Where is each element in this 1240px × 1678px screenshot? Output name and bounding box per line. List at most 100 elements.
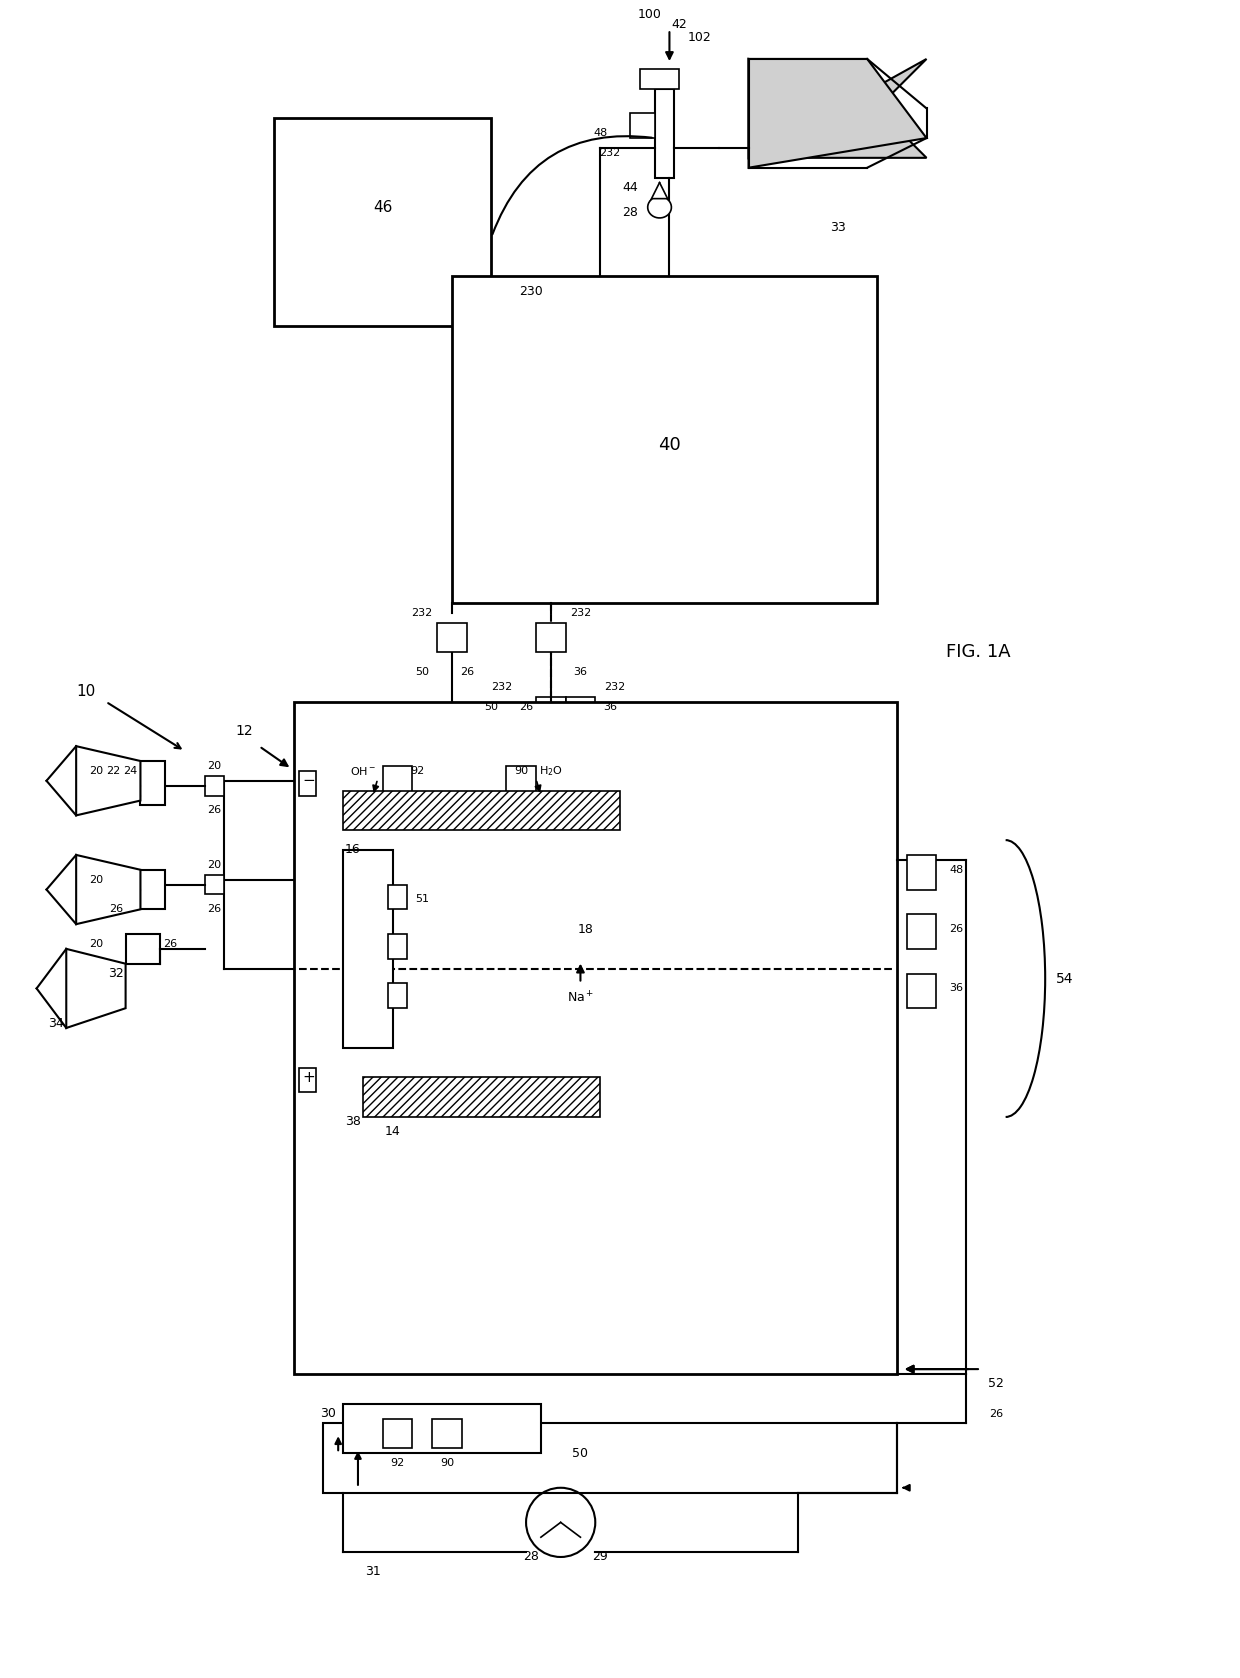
- Text: 52: 52: [988, 1378, 1003, 1391]
- Text: 38: 38: [345, 1116, 361, 1128]
- Bar: [140, 869, 165, 909]
- Text: 26: 26: [988, 1408, 1003, 1418]
- Bar: [140, 762, 165, 805]
- Bar: [343, 1404, 541, 1453]
- Text: 100: 100: [637, 8, 662, 20]
- Text: 232: 232: [599, 148, 621, 158]
- Bar: [205, 874, 224, 894]
- Text: 30: 30: [320, 1408, 336, 1420]
- Text: 36: 36: [603, 701, 618, 711]
- Text: 46: 46: [373, 200, 392, 215]
- Text: 50: 50: [485, 701, 498, 711]
- Text: 50: 50: [415, 668, 429, 676]
- Bar: [343, 851, 393, 1047]
- Text: 20: 20: [207, 760, 222, 770]
- Bar: [536, 696, 565, 722]
- Bar: [432, 1418, 461, 1448]
- Text: H$_2$O: H$_2$O: [539, 763, 563, 779]
- Text: 28: 28: [523, 1550, 539, 1564]
- Bar: [343, 790, 620, 831]
- Bar: [436, 623, 466, 653]
- Bar: [205, 775, 224, 795]
- Text: 232: 232: [491, 681, 512, 691]
- Text: 36: 36: [949, 983, 963, 993]
- Text: 26: 26: [520, 701, 533, 711]
- Text: 18: 18: [578, 923, 593, 936]
- Polygon shape: [749, 59, 926, 158]
- Text: 16: 16: [345, 844, 361, 856]
- Text: 90: 90: [440, 1458, 454, 1468]
- Text: 20: 20: [89, 765, 103, 775]
- Text: 232: 232: [604, 681, 626, 691]
- Text: 29: 29: [593, 1550, 608, 1564]
- Polygon shape: [749, 59, 926, 168]
- Bar: [640, 69, 680, 89]
- Text: 92: 92: [391, 1458, 404, 1468]
- Bar: [299, 1067, 316, 1092]
- Text: 230: 230: [520, 285, 543, 297]
- Text: 12: 12: [236, 725, 253, 738]
- Text: 36: 36: [573, 668, 588, 676]
- Bar: [506, 765, 536, 795]
- Text: 34: 34: [48, 1017, 64, 1030]
- Text: 20: 20: [207, 859, 222, 869]
- Text: 26: 26: [949, 925, 963, 935]
- Bar: [536, 623, 565, 653]
- Text: 14: 14: [384, 1126, 401, 1138]
- Text: 26: 26: [207, 904, 222, 915]
- Polygon shape: [76, 854, 140, 925]
- Text: 22: 22: [107, 765, 120, 775]
- Text: 92: 92: [410, 765, 424, 775]
- Text: 31: 31: [365, 1566, 381, 1579]
- Polygon shape: [66, 948, 125, 1029]
- Bar: [274, 117, 491, 326]
- Text: 26: 26: [162, 940, 177, 950]
- Text: 28: 28: [622, 206, 637, 218]
- Bar: [388, 983, 408, 1008]
- Text: 24: 24: [124, 765, 138, 775]
- Text: OH$^-$: OH$^-$: [350, 765, 376, 777]
- Text: +: +: [303, 1071, 315, 1086]
- Text: 42: 42: [671, 18, 687, 30]
- Text: 26: 26: [460, 668, 474, 676]
- Text: 232: 232: [570, 607, 591, 618]
- Bar: [388, 884, 408, 909]
- Text: 232: 232: [412, 607, 433, 618]
- Text: Na$^+$: Na$^+$: [567, 990, 594, 1007]
- Bar: [906, 973, 936, 1008]
- Text: 90: 90: [515, 765, 528, 775]
- Text: 51: 51: [415, 894, 429, 904]
- Bar: [655, 89, 675, 178]
- Text: 26: 26: [109, 904, 123, 915]
- Text: 54: 54: [1056, 972, 1074, 985]
- Bar: [299, 770, 316, 795]
- Polygon shape: [647, 198, 671, 218]
- Text: −: −: [303, 774, 315, 789]
- Text: 32: 32: [108, 967, 124, 980]
- Bar: [324, 1423, 897, 1493]
- Bar: [383, 1418, 413, 1448]
- Text: 20: 20: [89, 874, 103, 884]
- Bar: [451, 277, 877, 602]
- Text: 40: 40: [658, 436, 681, 453]
- Bar: [565, 696, 595, 722]
- Text: 33: 33: [830, 220, 846, 233]
- Bar: [630, 114, 655, 138]
- Polygon shape: [76, 747, 140, 816]
- Text: 26: 26: [207, 805, 222, 816]
- Text: 48: 48: [949, 864, 963, 874]
- Text: 50: 50: [573, 1446, 589, 1460]
- Polygon shape: [749, 109, 926, 158]
- Text: 10: 10: [77, 685, 95, 700]
- Bar: [125, 935, 160, 963]
- Text: 102: 102: [687, 30, 711, 44]
- Text: 20: 20: [89, 940, 103, 950]
- Bar: [906, 915, 936, 948]
- Text: 44: 44: [622, 181, 637, 195]
- Bar: [383, 765, 413, 795]
- Text: FIG. 1A: FIG. 1A: [946, 643, 1011, 661]
- Text: 48: 48: [593, 128, 608, 138]
- Bar: [388, 935, 408, 958]
- Bar: [363, 1077, 600, 1118]
- Bar: [294, 701, 897, 1374]
